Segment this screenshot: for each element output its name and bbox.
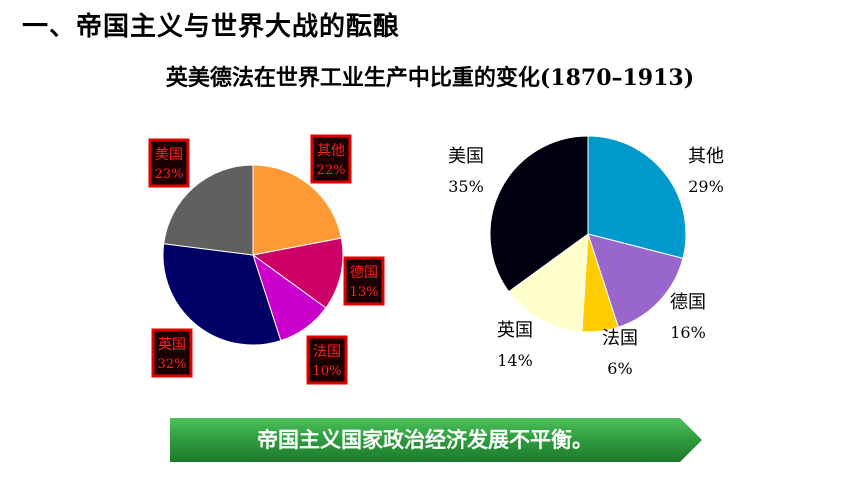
slice-label-name: 德国 <box>670 292 706 313</box>
slice-label-1870-2: 法国 10% <box>306 335 348 385</box>
slice-label-value: 32% <box>158 357 187 372</box>
slice-label-value: 14% <box>497 351 533 370</box>
slice-label-1913-2: 法国 6% <box>602 328 638 378</box>
slice-label-1913-1: 德国 16% <box>670 292 706 342</box>
pie-slice-1913-4 <box>489 135 589 293</box>
slice-label-1870-3: 英国 32% <box>151 328 193 378</box>
pie-slice-1913-0 <box>587 135 687 259</box>
slice-label-name: 英国 <box>158 336 186 353</box>
slice-label-1870-4: 美国 23% <box>148 138 190 188</box>
chart-subtitle: 英美德法在世界工业生产中比重的变化(1870–1913) <box>165 65 695 91</box>
pie-slice-1870-0 <box>252 164 342 256</box>
slice-label-value: 35% <box>448 177 484 196</box>
slice-label-1913-0: 其他 29% <box>688 146 724 196</box>
slice-label-name: 法国 <box>602 328 638 349</box>
slice-label-1870-1: 德国 13% <box>343 256 385 306</box>
pie-slice-1870-1 <box>251 237 344 309</box>
slice-label-name: 美国 <box>155 147 183 163</box>
banner-text: 帝国主义国家政治经济发展不平衡。 <box>257 428 593 452</box>
pie-slice-1870-4 <box>163 164 254 256</box>
slice-label-name: 法国 <box>313 344 341 360</box>
slice-label-value: 10% <box>313 364 342 379</box>
section-heading: 一、帝国主义与世界大战的酝酿 <box>22 12 401 42</box>
slice-label-value: 23% <box>155 167 184 182</box>
slice-label-value: 29% <box>688 177 724 196</box>
slice-label-value: 6% <box>607 359 632 378</box>
slice-label-value: 22% <box>317 163 346 178</box>
conclusion-banner: 帝国主义国家政治经济发展不平衡。 <box>170 418 702 462</box>
slice-label-name: 其他 <box>688 146 724 167</box>
slice-label-1913-4: 美国 35% <box>448 146 484 196</box>
slice-label-value: 13% <box>350 285 379 300</box>
slice-label-value: 16% <box>670 323 706 342</box>
pie-chart-1870: 其他 22% 德国 13% 法国 10% 英国 32% 美国 23% <box>148 134 385 385</box>
slice-label-name: 其他 <box>317 143 345 159</box>
slice-label-name: 英国 <box>497 320 533 341</box>
slice-label-name: 美国 <box>448 146 484 167</box>
pie-slice-1913-1 <box>587 233 684 328</box>
slice-label-1870-0: 其他 22% <box>310 134 352 184</box>
pie-chart-1913: 其他 29% 德国 16% 法国 6% 英国 14% 美国 35% <box>448 135 724 378</box>
slice-label-1913-3: 英国 14% <box>497 320 533 370</box>
banner-arrow-shape <box>170 418 702 462</box>
pie-slice-1870-3 <box>162 243 282 346</box>
slice-label-name: 德国 <box>350 265 378 281</box>
pie-slice-1913-3 <box>508 232 589 333</box>
